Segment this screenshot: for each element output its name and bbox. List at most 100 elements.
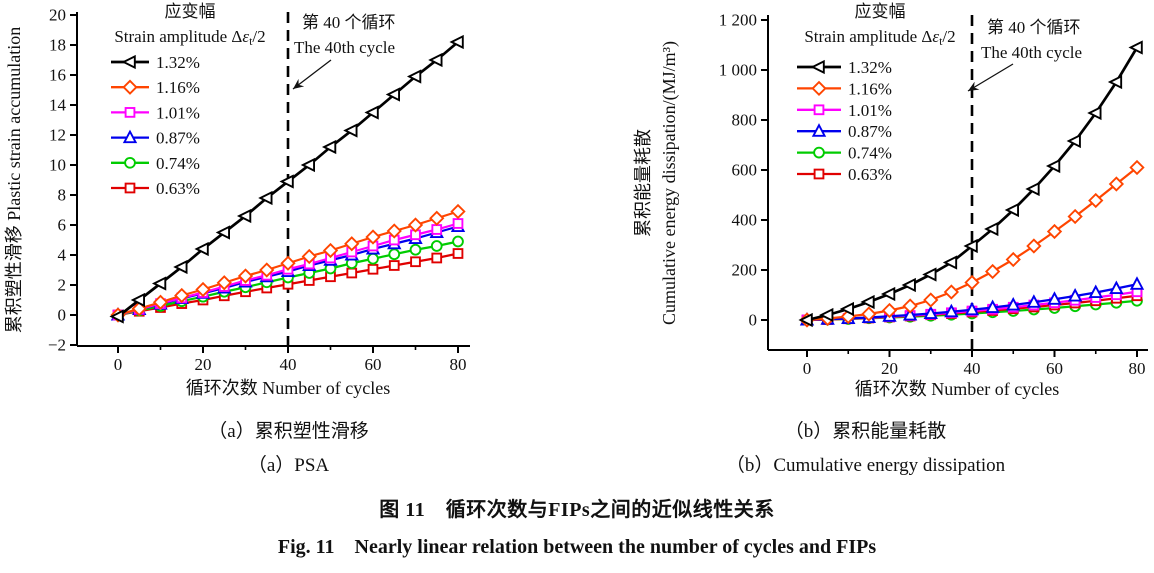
- marker-1.32%: [1128, 40, 1143, 55]
- legend-label-0.74%: 0.74%: [156, 154, 200, 173]
- marker-1.32%: [984, 221, 999, 237]
- marker-0.74%: [388, 248, 401, 261]
- marker-1.32%: [406, 69, 422, 84]
- marker-0.87%: [985, 299, 1000, 314]
- marker-1.16%: [1108, 176, 1125, 192]
- panel-a-caption-zh: （a）累积塑性滑移: [208, 421, 369, 442]
- marker-0.63%: [388, 260, 400, 271]
- marker-1.16%: [344, 236, 360, 252]
- legend-item-1.32%: 1.32%: [111, 53, 200, 72]
- marker-1.16%: [407, 217, 424, 233]
- y-tick-label: −2: [48, 336, 66, 355]
- legend-title-en: Strain amplitude Δεt/2: [804, 27, 955, 48]
- legend-marker-0.87%: [122, 129, 138, 144]
- cycle-40-label-zh: 第 40 个循环: [302, 13, 396, 32]
- marker-1.32%: [173, 259, 188, 275]
- marker-0.63%: [367, 263, 379, 275]
- marker-1.32%: [1025, 181, 1040, 197]
- x-tick-label: 40: [280, 355, 297, 374]
- legend-label-1.16%: 1.16%: [156, 78, 200, 97]
- marker-0.63%: [410, 256, 421, 268]
- y-tick-label: 16: [49, 66, 66, 85]
- marker-1.32%: [819, 307, 834, 323]
- x-tick-label: 20: [881, 359, 898, 378]
- marker-1.32%: [942, 255, 958, 270]
- y-tick-label: 400: [732, 211, 758, 230]
- x-axis-label: 循环次数 Number of cycles: [855, 379, 1059, 399]
- panel-b: 0 20 40 60 80 0 200 400 600 800 1 000 1 200 应变幅 Strai…: [577, 0, 1154, 477]
- marker-1.16%: [943, 284, 960, 300]
- y-tick-label: 14: [49, 96, 67, 115]
- marker-0.87%: [1088, 284, 1103, 299]
- x-tick-label: 80: [1129, 359, 1146, 378]
- marker-1.32%: [1066, 133, 1081, 149]
- marker-1.32%: [922, 267, 937, 282]
- marker-0.63%: [452, 248, 464, 259]
- annotation-arrow: [292, 59, 332, 90]
- marker-1.32%: [449, 34, 464, 50]
- marker-1.32%: [1107, 74, 1123, 90]
- legend-label-0.87%: 0.87%: [156, 129, 200, 148]
- legend-label-0.63%: 0.63%: [848, 165, 892, 184]
- legend-label-0.74%: 0.74%: [848, 144, 892, 163]
- marker-1.16%: [450, 203, 466, 220]
- marker-1.16%: [1046, 223, 1063, 240]
- marker-1.16%: [386, 223, 402, 239]
- y-axis-label-2: Cumulative energy dissipation/(MJ/m³): [659, 41, 680, 325]
- legend-marker-1.01%: [124, 107, 136, 118]
- legend-item-1.32%: 1.32%: [797, 58, 892, 77]
- marker-1.32%: [151, 276, 167, 291]
- marker-1.32%: [130, 292, 146, 308]
- marker-0.87%: [1109, 280, 1124, 295]
- marker-1.16%: [322, 242, 339, 259]
- marker-1.32%: [109, 309, 124, 324]
- marker-1.16%: [152, 294, 169, 310]
- marker-1.32%: [798, 312, 813, 328]
- marker-1.16%: [1088, 192, 1104, 209]
- legend-marker-1.16%: [811, 80, 827, 97]
- y-tick-label: 8: [58, 186, 67, 205]
- legend-label-1.01%: 1.01%: [848, 101, 892, 120]
- marker-1.32%: [364, 105, 379, 120]
- cycle-40-label-zh: 第 40 个循环: [987, 18, 1081, 37]
- psa-chart: 0 20 40 60 80 −2 0 2 4 6 8 10 12 14 16 18 20 应变幅 Strain am…: [4, 2, 470, 398]
- marker-0.63%: [346, 267, 358, 279]
- marker-1.16%: [964, 274, 980, 291]
- y-tick-label: 10: [49, 156, 66, 175]
- marker-1.16%: [923, 292, 939, 308]
- legend-marker-0.74%: [813, 146, 825, 159]
- legend-item-0.74%: 0.74%: [797, 144, 892, 163]
- marker-1.32%: [963, 238, 978, 254]
- legend-label-1.01%: 1.01%: [156, 103, 200, 122]
- marker-0.74%: [430, 240, 443, 252]
- marker-0.87%: [1067, 287, 1083, 302]
- marker-1.16%: [984, 263, 1001, 280]
- marker-1.32%: [300, 157, 315, 173]
- marker-1.16%: [237, 268, 254, 284]
- y-tick-label: 1 000: [719, 61, 757, 80]
- y-tick-label: 20: [49, 6, 66, 25]
- marker-0.74%: [409, 243, 422, 256]
- marker-0.87%: [1026, 294, 1042, 308]
- marker-1.16%: [259, 262, 275, 278]
- y-tick-label: 1 200: [719, 11, 757, 30]
- marker-1.32%: [839, 301, 854, 317]
- legend-marker-1.16%: [122, 79, 138, 95]
- panel-a-caption-en: （a）PSA: [247, 455, 330, 476]
- figure-panels: 0 20 40 60 80 −2 0 2 4 6 8 10 12 14 16 18 20 应变幅 Strain am…: [4, 0, 1154, 477]
- series-markers-1.16%: [799, 159, 1145, 328]
- marker-0.87%: [1047, 291, 1062, 305]
- x-tick-label: 60: [365, 355, 382, 374]
- marker-0.87%: [902, 306, 918, 321]
- y-tick-label: 12: [49, 126, 66, 145]
- y-tick-label: 18: [49, 36, 66, 55]
- marker-1.32%: [901, 277, 916, 293]
- legend-title-en: Strain amplitude Δεt/2: [114, 27, 265, 48]
- legend-title-zh: 应变幅: [165, 2, 216, 21]
- x-tick-label: 0: [803, 359, 812, 378]
- legend-title-zh: 应变幅: [855, 2, 906, 21]
- y-axis-label-1: 累积能量耗散: [633, 129, 653, 237]
- marker-1.01%: [452, 218, 464, 229]
- marker-1.01%: [431, 224, 443, 235]
